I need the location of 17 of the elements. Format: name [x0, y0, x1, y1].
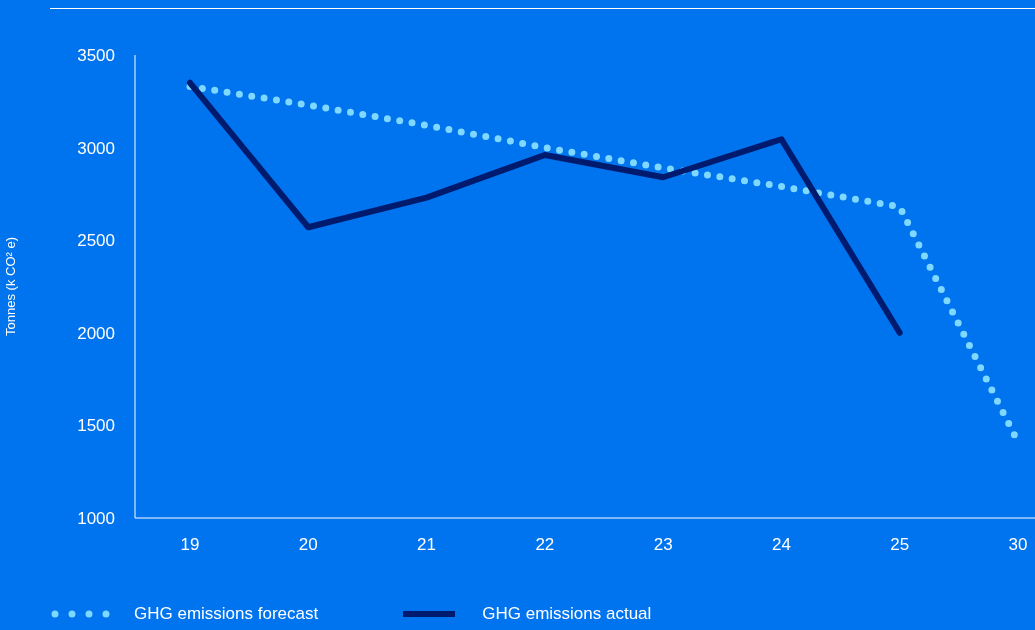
y-tick-label: 3000 [77, 138, 115, 158]
x-tick-label: 22 [535, 535, 555, 555]
legend-label: GHG emissions forecast [134, 604, 319, 624]
x-tick-label: 25 [890, 535, 910, 555]
y-tick-label: 2500 [77, 231, 115, 251]
x-tick-label: 19 [180, 535, 200, 555]
y-tick-label: 2000 [77, 323, 115, 343]
x-tick-label: 23 [653, 535, 673, 555]
y-tick-label: 1500 [77, 416, 115, 436]
x-tick-label: 24 [771, 535, 791, 555]
y-tick-label: 1000 [77, 509, 115, 529]
x-tick-label: 21 [417, 535, 437, 555]
x-tick-label: 30 [1008, 535, 1028, 555]
y-axis-title: Tonnes (k CO² e) [2, 237, 18, 336]
x-tick-label: 20 [298, 535, 318, 555]
legend-label: GHG emissions actual [482, 604, 652, 624]
y-tick-label: 3500 [77, 46, 115, 66]
